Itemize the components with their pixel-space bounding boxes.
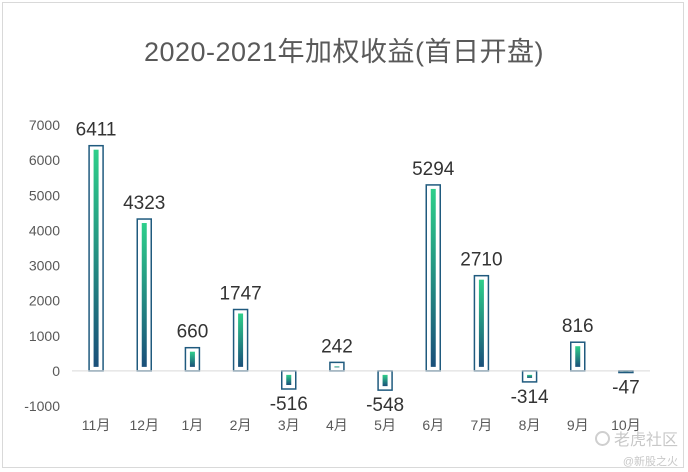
data-label: 816 <box>562 316 594 337</box>
bar <box>93 149 99 367</box>
x-tick-label: 8月 <box>519 417 541 433</box>
x-tick-label: 12月 <box>129 417 159 433</box>
data-label: 2710 <box>460 250 502 271</box>
y-tick-label: 7000 <box>29 117 60 133</box>
bar <box>382 374 388 387</box>
y-tick-label: 0 <box>52 363 60 379</box>
data-label: -47 <box>612 378 639 399</box>
data-label: 242 <box>321 336 353 357</box>
data-label: -314 <box>511 387 549 408</box>
data-label: 6411 <box>76 120 117 141</box>
data-label: 660 <box>177 322 209 343</box>
x-tick-label: 3月 <box>278 417 300 433</box>
x-tick-label: 7月 <box>471 417 493 433</box>
bar <box>334 366 340 368</box>
y-tick-label: 3000 <box>29 258 60 274</box>
x-tick-label: 1月 <box>182 417 204 433</box>
bar <box>575 346 581 367</box>
y-tick-label: 1000 <box>29 328 60 344</box>
bar <box>527 374 533 378</box>
bar <box>478 279 484 367</box>
watermark-text: 老虎社区 <box>613 432 678 449</box>
watermark-sub: @新股之火 <box>622 456 678 468</box>
y-tick-label: 5000 <box>29 187 60 203</box>
bar <box>286 374 292 385</box>
data-label: 4323 <box>123 193 165 214</box>
data-label: -548 <box>366 395 404 416</box>
x-tick-label: 5月 <box>374 417 396 433</box>
watermark: 老虎社区 <box>594 426 678 450</box>
bar <box>430 188 436 367</box>
bar <box>189 351 195 367</box>
chart-title: 2020-2021年加权收益(首日开盘) <box>143 37 545 67</box>
data-label: 5294 <box>412 159 455 180</box>
y-tick-label: 2000 <box>29 293 60 309</box>
bar <box>141 223 147 367</box>
y-tick-label: -1000 <box>24 398 60 414</box>
y-tick-label: 4000 <box>29 222 60 238</box>
x-tick-label: 11月 <box>82 417 111 433</box>
chart-frame <box>2 2 684 468</box>
x-tick-label: 2月 <box>230 417 252 433</box>
x-tick-label: 6月 <box>422 417 444 433</box>
tiger-logo-icon <box>594 430 610 446</box>
data-label: 1747 <box>219 284 261 305</box>
x-tick-label: 4月 <box>326 417 348 433</box>
x-tick-label: 9月 <box>567 417 589 433</box>
y-tick-label: 6000 <box>29 152 60 168</box>
x-tick-label: 10月 <box>611 417 641 433</box>
data-label: -516 <box>270 394 308 415</box>
bar <box>238 313 244 367</box>
